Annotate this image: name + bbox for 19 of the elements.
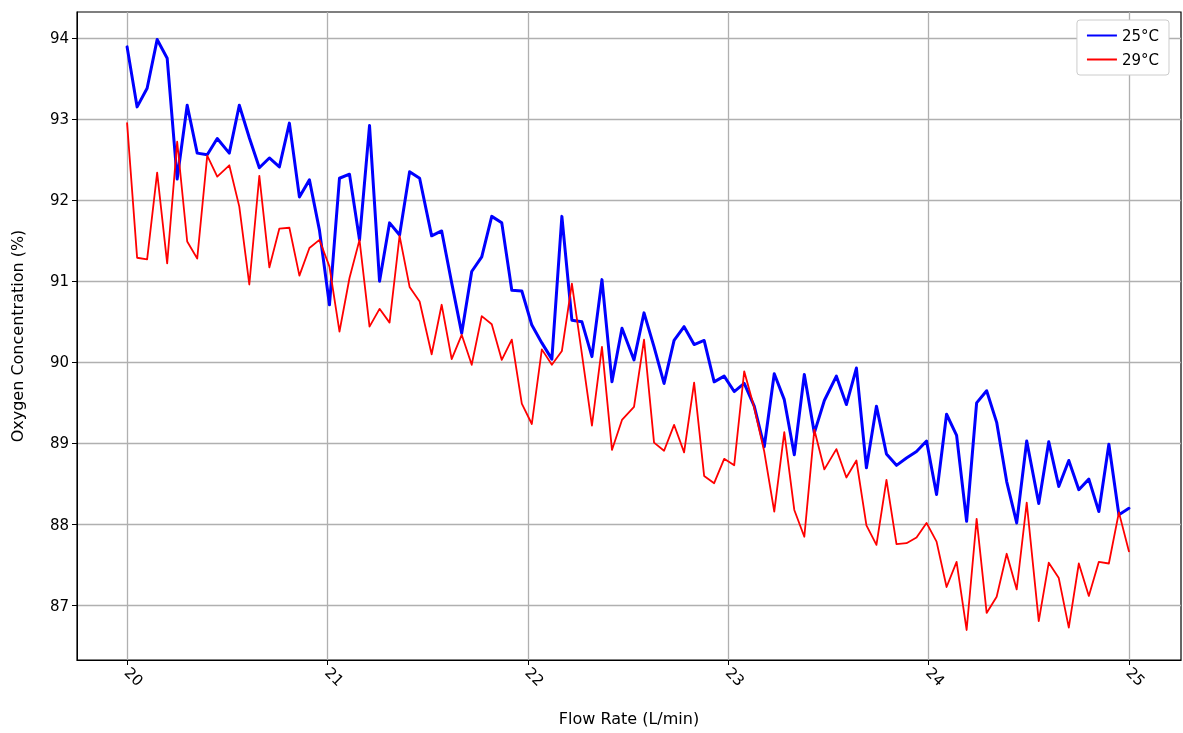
- x-tick-label: 20: [120, 663, 147, 690]
- y-tick-label: 94: [49, 28, 69, 47]
- y-tick-label: 87: [49, 596, 69, 615]
- x-tick-label: 22: [521, 663, 548, 690]
- y-axis-title: Oxygen Concentration (%): [7, 229, 27, 443]
- legend-label: 29°C: [1121, 50, 1159, 69]
- line-series: [126, 122, 1130, 631]
- y-tick-label: 91: [49, 272, 69, 291]
- y-tick-label: 89: [49, 434, 69, 453]
- x-tick-label: 23: [721, 663, 749, 690]
- y-tick-label: 88: [49, 515, 69, 534]
- x-axis-title: Flow Rate (L/min): [558, 708, 700, 728]
- x-tick-label: 21: [321, 663, 348, 690]
- legend-label: 25°C: [1121, 26, 1159, 45]
- y-tick-label: 92: [49, 191, 69, 210]
- x-tick-label: 25: [1122, 663, 1149, 690]
- y-tick-label: 90: [49, 353, 69, 372]
- x-tick-label: 24: [922, 663, 949, 690]
- y-tick-label: 93: [49, 110, 69, 129]
